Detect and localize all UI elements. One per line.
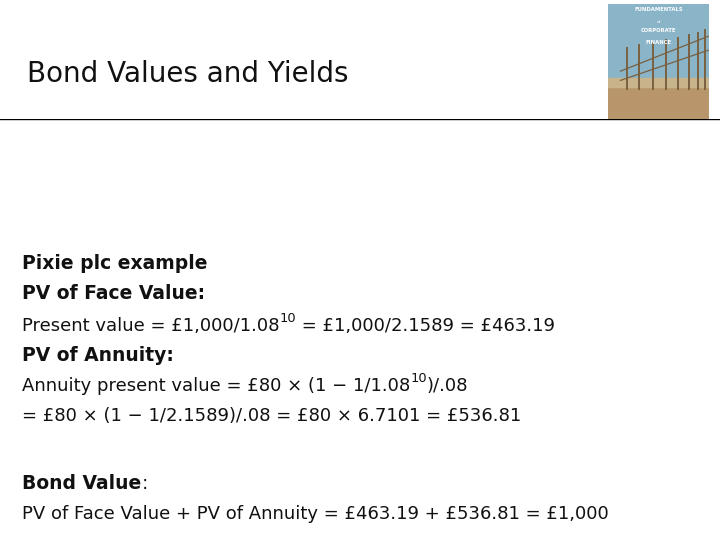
Text: = £1,000/2.1589 = £463.19: = £1,000/2.1589 = £463.19 — [296, 317, 555, 335]
Text: :: : — [141, 474, 148, 494]
Text: Bond Value: Bond Value — [22, 474, 141, 494]
Text: of: of — [657, 20, 661, 24]
Text: Pixie plc example: Pixie plc example — [22, 254, 207, 273]
Text: Present value = £1,000/1.08: Present value = £1,000/1.08 — [22, 317, 279, 335]
Text: PV of Face Value + PV of Annuity = £463.19 + £536.81 = £1,000: PV of Face Value + PV of Annuity = £463.… — [22, 505, 608, 523]
Text: CORPORATE: CORPORATE — [641, 28, 677, 33]
Text: FUNDAMENTALS: FUNDAMENTALS — [634, 7, 683, 12]
Text: PV of Annuity:: PV of Annuity: — [22, 346, 174, 365]
Text: 10: 10 — [279, 312, 296, 325]
Text: PV of Face Value:: PV of Face Value: — [22, 284, 205, 303]
Text: Annuity present value = £80 × (1 − 1/1.08: Annuity present value = £80 × (1 − 1/1.0… — [22, 377, 410, 395]
Bar — [608, 78, 709, 87]
Text: )/.08: )/.08 — [427, 377, 469, 395]
Text: FINANCE: FINANCE — [646, 40, 672, 45]
Bar — [608, 79, 709, 120]
Text: = £80 × (1 − 1/2.1589)/.08 = £80 × 6.7101 = £536.81: = £80 × (1 − 1/2.1589)/.08 = £80 × 6.710… — [22, 407, 521, 425]
Text: Bond Values and Yields: Bond Values and Yields — [27, 60, 349, 89]
Text: 10: 10 — [410, 372, 427, 386]
Bar — [608, 4, 709, 85]
